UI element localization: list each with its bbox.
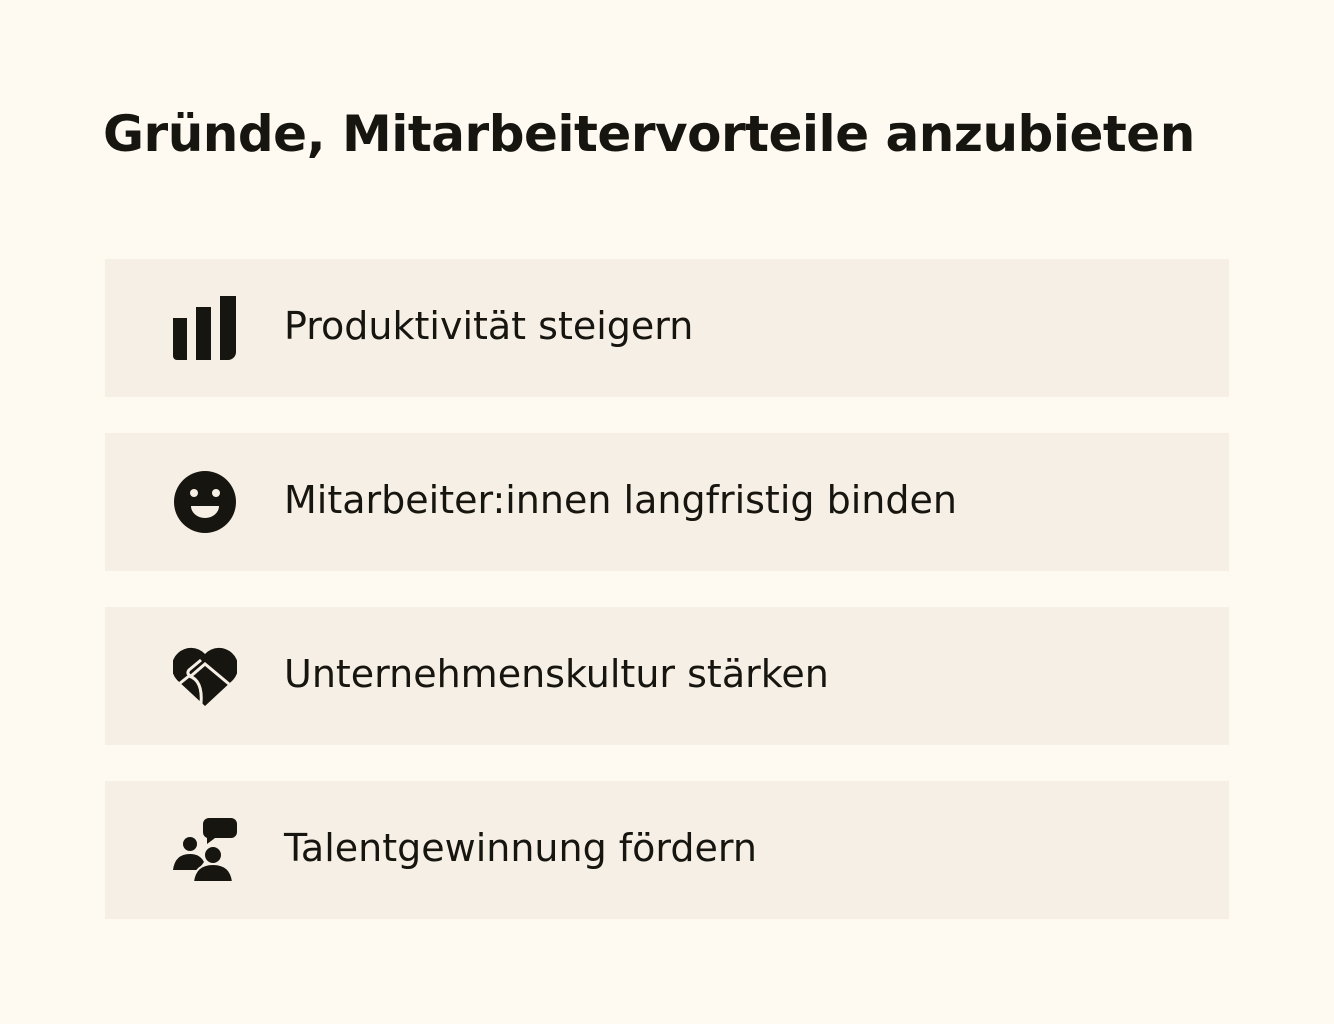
people-chat-icon xyxy=(173,818,237,882)
list-item-productivity: Produktivität steigern xyxy=(105,259,1229,397)
smiley-icon xyxy=(174,471,236,533)
item-label: Mitarbeiter:innen langfristig binden xyxy=(284,478,957,522)
list-item-retention: Mitarbeiter:innen langfristig binden xyxy=(105,433,1229,571)
item-label: Talentgewinnung fördern xyxy=(284,826,757,870)
list-item-culture: Unternehmenskultur stärken xyxy=(105,607,1229,745)
list-item-talent: Talentgewinnung fördern xyxy=(105,781,1229,919)
bar-chart-icon xyxy=(173,296,236,360)
item-label: Produktivität steigern xyxy=(284,304,694,348)
page-title: Gründe, Mitarbeitervorteile anzubieten xyxy=(103,105,1195,163)
item-label: Unternehmenskultur stärken xyxy=(284,652,829,696)
handshake-heart-icon xyxy=(173,647,237,706)
